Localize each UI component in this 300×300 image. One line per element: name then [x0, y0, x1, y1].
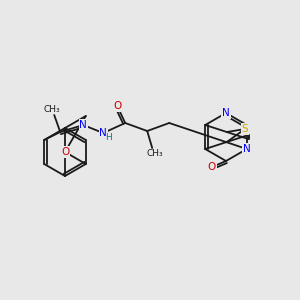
Text: N: N — [79, 120, 87, 130]
Text: H: H — [105, 134, 112, 142]
Text: N: N — [222, 108, 230, 118]
Text: S: S — [242, 124, 248, 134]
Text: N: N — [99, 128, 107, 138]
Text: N: N — [243, 144, 251, 154]
Text: O: O — [113, 101, 121, 111]
Text: CH₃: CH₃ — [147, 148, 164, 158]
Text: CH₃: CH₃ — [44, 106, 61, 115]
Text: O: O — [208, 162, 216, 172]
Text: O: O — [61, 147, 69, 157]
Text: O: O — [61, 147, 69, 157]
